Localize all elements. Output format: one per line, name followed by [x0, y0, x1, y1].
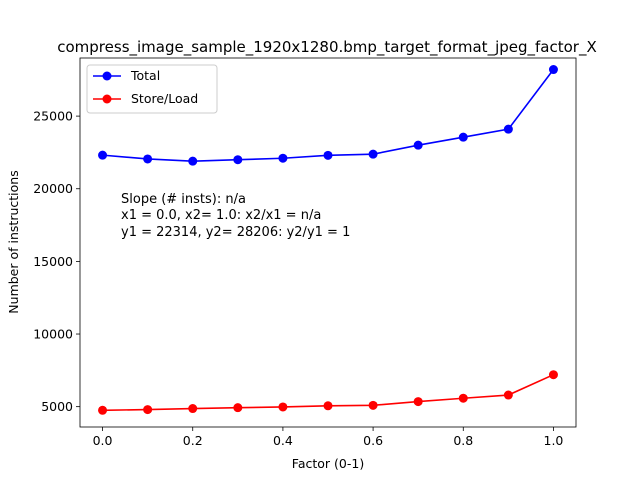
data-point-total — [503, 124, 513, 134]
y-tick-label: 20000 — [33, 181, 73, 196]
data-point-total — [233, 155, 243, 165]
legend-marker-store-load — [102, 94, 112, 104]
data-point-store-load — [368, 400, 378, 410]
data-point-total — [143, 154, 153, 164]
legend-marker-total — [102, 71, 112, 81]
x-axis-ticks: 0.0 0.2 0.4 0.6 0.8 1.0 — [93, 427, 564, 448]
data-point-store-load — [233, 403, 243, 413]
x-tick-label: 0.0 — [93, 433, 113, 448]
x-tick-label: 0.8 — [453, 433, 473, 448]
data-point-total — [188, 156, 198, 166]
x-tick-label: 0.4 — [273, 433, 293, 448]
data-point-total — [278, 153, 288, 163]
chart-title: compress_image_sample_1920x1280.bmp_targ… — [57, 38, 596, 57]
x-tick-label: 1.0 — [544, 433, 564, 448]
data-point-store-load — [188, 404, 198, 414]
x-tick-label: 0.2 — [183, 433, 203, 448]
data-point-total — [413, 140, 423, 150]
data-point-total — [368, 149, 378, 159]
data-point-store-load — [413, 397, 423, 407]
legend: Total Store/Load — [86, 64, 218, 114]
y-axis-label: Number of instructions — [6, 170, 21, 313]
y-tick-label: 25000 — [33, 109, 73, 124]
data-point-store-load — [323, 401, 333, 411]
data-point-store-load — [548, 370, 558, 380]
x-axis-label: Factor (0-1) — [292, 456, 364, 471]
legend-label-total: Total — [130, 68, 160, 83]
annotation-text: Slope (# insts): n/a x1 = 0.0, x2= 1.0: … — [121, 192, 350, 240]
data-point-total — [323, 150, 333, 160]
data-point-total — [98, 150, 108, 160]
x-tick-label: 0.6 — [363, 433, 383, 448]
y-axis-ticks: 5000 10000 15000 20000 25000 — [33, 109, 80, 414]
data-point-store-load — [503, 390, 513, 400]
y-tick-label: 15000 — [33, 254, 73, 269]
data-point-store-load — [278, 402, 288, 412]
series-layer — [98, 65, 558, 415]
data-point-total — [548, 65, 558, 75]
data-point-store-load — [143, 405, 153, 415]
annotation-line-y: y1 = 22314, y2= 28206: y2/y1 = 1 — [121, 225, 350, 240]
legend-box — [86, 64, 218, 114]
plot-area — [80, 58, 576, 427]
legend-label-store-load: Store/Load — [131, 91, 198, 106]
plot-frame — [79, 57, 577, 428]
data-point-total — [458, 132, 468, 142]
data-point-store-load — [458, 393, 468, 403]
data-point-store-load — [98, 405, 108, 415]
annotation-line-slope: Slope (# insts): n/a — [121, 192, 246, 207]
annotation-line-x: x1 = 0.0, x2= 1.0: x2/x1 = n/a — [121, 208, 321, 223]
y-tick-label: 10000 — [33, 327, 73, 342]
y-tick-label: 5000 — [41, 399, 73, 414]
